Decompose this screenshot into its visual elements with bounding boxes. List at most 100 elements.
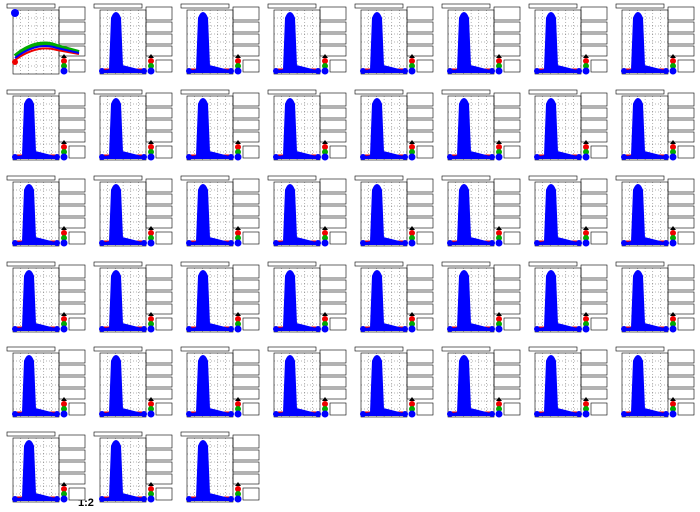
panel-title-box — [441, 261, 491, 267]
marker — [273, 154, 279, 160]
stat-box — [406, 376, 434, 388]
marker — [321, 67, 329, 75]
stat-box — [319, 205, 347, 217]
stat-box — [580, 264, 608, 279]
stat-box — [232, 193, 260, 205]
panel — [267, 346, 347, 418]
marker — [61, 482, 67, 486]
stat-box — [580, 279, 608, 291]
marker — [12, 240, 18, 246]
stat-box — [232, 119, 260, 131]
marker — [670, 58, 676, 64]
stat-box — [406, 303, 434, 315]
peak — [99, 440, 147, 501]
stat-box — [242, 487, 260, 501]
stat-box — [155, 487, 173, 501]
stat-box — [667, 388, 695, 400]
peak — [12, 98, 60, 159]
panel — [441, 346, 521, 418]
panel-title-box — [267, 261, 317, 267]
curve — [14, 47, 80, 61]
stat-box — [416, 59, 434, 73]
marker — [583, 406, 589, 412]
panel-title-box — [180, 261, 230, 267]
stat-box — [58, 33, 86, 45]
panel-title-box — [615, 261, 665, 267]
marker — [228, 326, 234, 332]
marker — [496, 316, 502, 322]
marker — [670, 144, 676, 150]
marker — [408, 153, 416, 161]
marker — [322, 397, 328, 401]
marker — [235, 401, 241, 407]
marker — [409, 406, 415, 412]
panel-title-box — [180, 346, 230, 352]
stat-box — [145, 178, 173, 193]
marker — [670, 401, 676, 407]
panel-title-box — [180, 3, 230, 9]
marker — [670, 140, 676, 144]
stat-box — [232, 473, 260, 485]
stat-box — [503, 231, 521, 245]
marker — [235, 316, 241, 322]
marker — [621, 154, 627, 160]
stat-box — [667, 119, 695, 131]
marker — [322, 226, 328, 230]
peak — [621, 12, 669, 73]
marker — [322, 63, 328, 69]
marker — [273, 68, 279, 74]
stat-box — [232, 388, 260, 400]
peak — [447, 12, 495, 73]
marker — [12, 59, 18, 65]
marker — [321, 325, 329, 333]
peak — [99, 355, 147, 416]
stat-box — [58, 376, 86, 388]
marker — [447, 154, 453, 160]
stat-box — [58, 178, 86, 193]
stat-box — [145, 388, 173, 400]
stat-box — [580, 178, 608, 193]
stat-box — [493, 264, 521, 279]
marker — [234, 495, 242, 503]
stat-box — [590, 231, 608, 245]
marker — [409, 312, 415, 316]
marker — [489, 240, 495, 246]
peak — [273, 355, 321, 416]
stat-box — [329, 402, 347, 416]
marker — [12, 154, 18, 160]
marker — [409, 401, 415, 407]
stat-box — [145, 131, 173, 143]
marker — [61, 312, 67, 316]
stat-box — [329, 59, 347, 73]
panel — [93, 89, 173, 161]
stat-box — [232, 6, 260, 21]
stat-box — [406, 107, 434, 119]
peak — [534, 355, 582, 416]
marker — [273, 240, 279, 246]
marker — [235, 482, 241, 486]
stat-box — [145, 21, 173, 33]
stat-box — [232, 291, 260, 303]
marker — [583, 316, 589, 322]
stat-box — [58, 434, 86, 449]
stat-box — [145, 461, 173, 473]
stat-box — [416, 402, 434, 416]
panel — [441, 3, 521, 75]
marker — [409, 235, 415, 241]
marker — [61, 401, 67, 407]
stat-box — [145, 349, 173, 364]
marker — [583, 397, 589, 401]
stat-box — [416, 231, 434, 245]
panel-title-box — [354, 89, 404, 95]
stat-box — [580, 33, 608, 45]
panel — [615, 346, 695, 418]
marker — [621, 411, 627, 417]
marker — [234, 410, 242, 418]
marker — [148, 54, 154, 58]
stat-box — [677, 402, 695, 416]
marker — [495, 410, 503, 418]
marker — [583, 235, 589, 241]
panel — [6, 89, 86, 161]
stat-box — [580, 364, 608, 376]
stat-box — [242, 145, 260, 159]
